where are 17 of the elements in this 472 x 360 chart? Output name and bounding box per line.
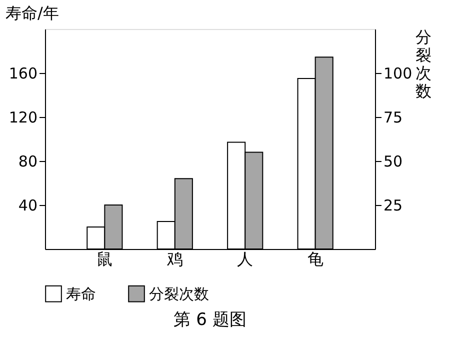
y2-tick-label: 75 (384, 108, 403, 126)
y-tick-label: 40 (18, 196, 38, 214)
x-tick-label: 龟 (307, 250, 324, 268)
y2-tick-label: 100 (384, 64, 412, 82)
y-tick-label: 160 (8, 64, 38, 82)
legend-label: 寿命 (66, 284, 96, 303)
y2-tick-label: 50 (384, 152, 403, 170)
x-tick-label: 人 (237, 250, 254, 268)
y-tick-label: 80 (18, 152, 38, 170)
text: 第 6 题图 (174, 310, 246, 330)
x-tick-label: 鼠 (96, 250, 113, 268)
y2-tick-label: 25 (384, 196, 403, 214)
y2-axis-title: 分裂次数 (416, 28, 432, 100)
y-axis-title: 寿命/年 (6, 4, 59, 22)
x-tick-label: 鸡 (166, 250, 183, 268)
y-tick-label: 120 (8, 108, 38, 126)
legend-label: 分裂次数 (149, 284, 209, 303)
